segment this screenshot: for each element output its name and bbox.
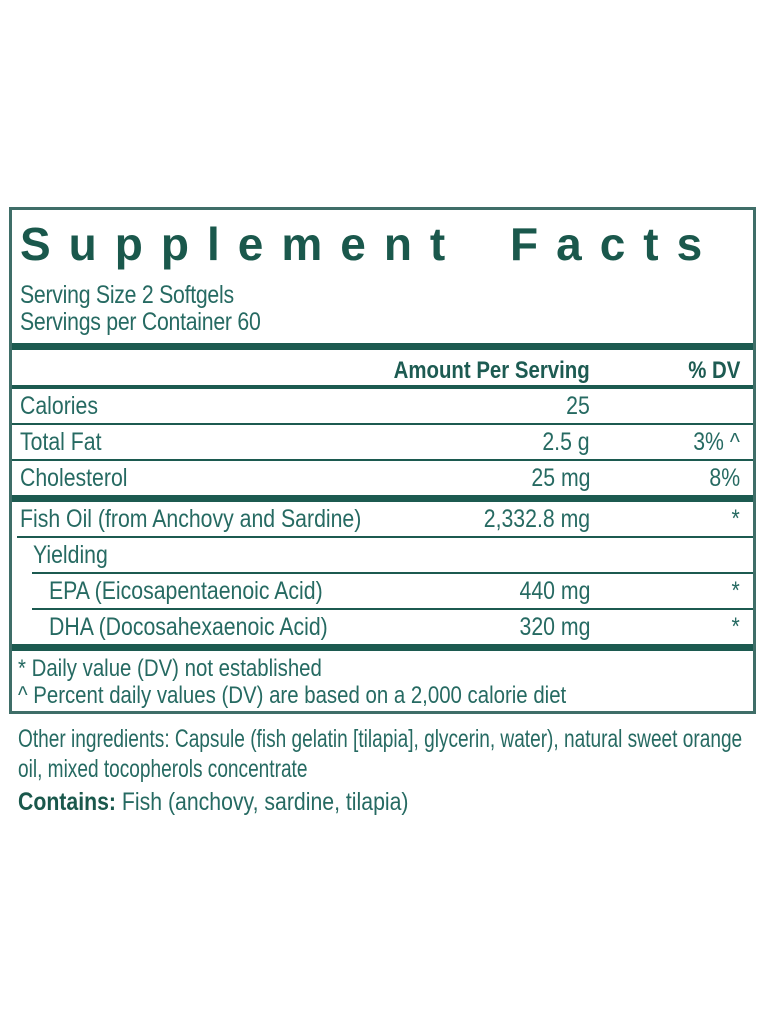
serving-size-line: Serving Size 2 Softgels bbox=[20, 282, 745, 309]
table-row-calories: Calories 25 bbox=[12, 389, 753, 423]
table-row-total-fat: Total Fat 2.5 g 3% ^ bbox=[12, 425, 753, 459]
nutrient-label: Fish Oil (from Anchovy and Sardine) bbox=[20, 504, 362, 533]
nutrient-label: Cholesterol bbox=[20, 463, 128, 492]
nutrient-label: Total Fat bbox=[20, 427, 102, 456]
other-ingredients-text: Other ingredients: Capsule (fish gelatin… bbox=[18, 725, 743, 783]
contains-value: Fish (anchovy, sardine, tilapia) bbox=[115, 788, 409, 816]
table-header-row: Amount Per Serving % DV bbox=[12, 350, 753, 385]
supplement-facts-title: Supplement Facts bbox=[20, 218, 721, 270]
nutrient-dv: 3% ^ bbox=[693, 427, 740, 456]
divider-hairline bbox=[12, 423, 753, 425]
table-row-dha: DHA (Docosahexaenoic Acid) 320 mg * bbox=[12, 610, 753, 644]
divider-bar-mid bbox=[12, 495, 753, 502]
nutrient-dv: * bbox=[731, 612, 740, 641]
nutrient-dv bbox=[590, 541, 753, 570]
nutrient-label: DHA (Docosahexaenoic Acid) bbox=[49, 612, 328, 641]
table-row-fish-oil: Fish Oil (from Anchovy and Sardine) 2,33… bbox=[12, 502, 753, 536]
serving-info: Serving Size 2 Softgels Servings per Con… bbox=[20, 282, 745, 336]
nutrient-amount: 25 bbox=[566, 391, 590, 420]
supplement-facts-panel: Supplement Facts Serving Size 2 Softgels… bbox=[9, 207, 756, 714]
nutrient-dv: * bbox=[731, 504, 740, 533]
table-row-cholesterol: Cholesterol 25 mg 8% bbox=[12, 461, 753, 495]
footnote-dv-not-established: * Daily value (DV) not established bbox=[18, 655, 322, 682]
allergen-contains-line: Contains: Fish (anchovy, sardine, tilapi… bbox=[18, 788, 477, 817]
nutrient-label: Yielding bbox=[33, 540, 108, 569]
table-row-yielding: Yielding bbox=[12, 538, 753, 572]
contains-label: Contains: bbox=[18, 788, 116, 816]
servings-per-container-line: Servings per Container 60 bbox=[20, 309, 745, 336]
divider-bar-bottom bbox=[12, 644, 753, 651]
serving-size-text: Serving Size 2 Softgels bbox=[20, 281, 234, 309]
nutrient-label: EPA (Eicosapentaenoic Acid) bbox=[49, 576, 323, 605]
nutrient-dv: 8% bbox=[709, 463, 740, 492]
nutrient-amount: 440 mg bbox=[519, 576, 590, 605]
header-amount-per-serving: Amount Per Serving bbox=[393, 357, 590, 384]
divider-hairline-indented bbox=[17, 536, 753, 538]
divider-hairline bbox=[12, 459, 753, 461]
divider-bar-top bbox=[12, 343, 753, 350]
nutrient-amount: 25 mg bbox=[530, 463, 590, 492]
table-row-epa: EPA (Eicosapentaenoic Acid) 440 mg * bbox=[12, 574, 753, 608]
divider-hairline-indented bbox=[32, 572, 753, 574]
footnotes: * Daily value (DV) not established ^ Per… bbox=[12, 651, 753, 711]
nutrient-dv: * bbox=[731, 576, 740, 605]
header-percent-dv: % DV bbox=[687, 357, 740, 384]
divider-header bbox=[12, 385, 753, 389]
nutrient-amount bbox=[420, 541, 590, 570]
footnote-percent-dv: ^ Percent daily values (DV) are based on… bbox=[18, 682, 567, 709]
nutrient-amount: 320 mg bbox=[519, 612, 590, 641]
servings-per-container-text: Servings per Container 60 bbox=[20, 308, 261, 336]
nutrient-amount: 2,332.8 mg bbox=[483, 504, 590, 533]
nutrient-dv bbox=[590, 392, 753, 421]
divider-hairline-indented bbox=[32, 608, 753, 610]
nutrient-amount: 2.5 g bbox=[542, 427, 590, 456]
nutrient-label: Calories bbox=[20, 391, 98, 420]
